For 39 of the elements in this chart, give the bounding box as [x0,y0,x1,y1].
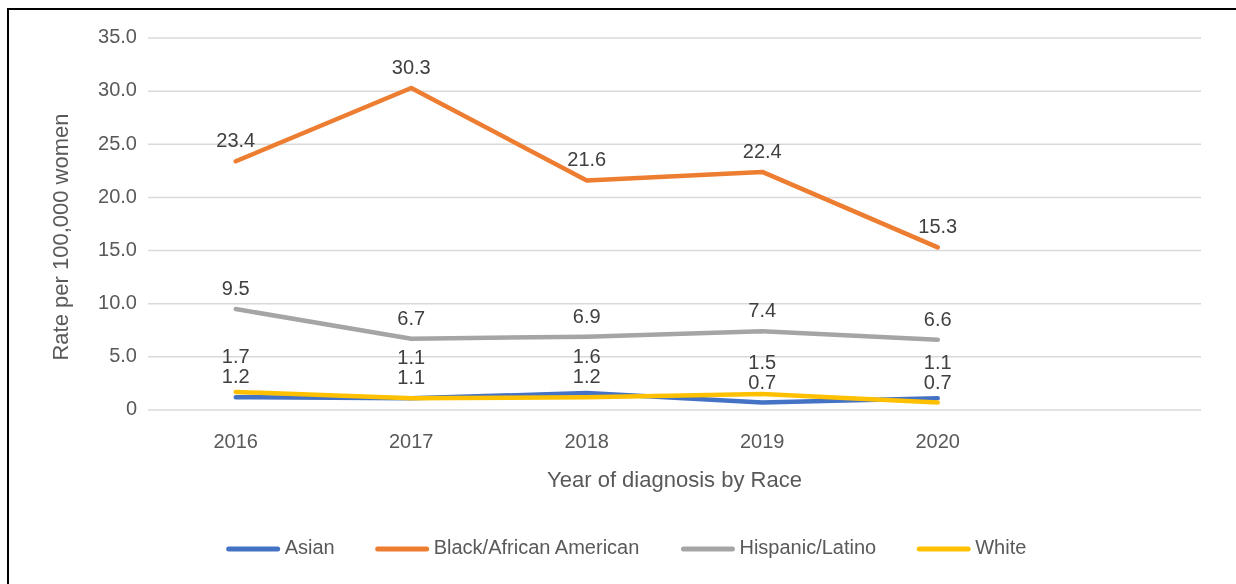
legend-label: Hispanic/Latino [739,536,877,559]
data-label: 9.5 [221,277,250,300]
data-label: 1.2 [572,365,601,388]
x-tick-label: 2019 [740,430,785,452]
data-label: 1.6 [572,345,601,368]
data-label: 15.3 [918,215,958,238]
x-tick-label: 2017 [389,430,434,452]
data-label: 1.2 [221,365,250,388]
y-tick-label: 10.0 [98,291,137,313]
legend-label: Black/African American [433,536,640,559]
x-tick-label: 2018 [564,430,609,452]
y-tick-label: 35.0 [98,25,137,48]
x-axis-title: Year of diagnosis by Race [547,467,802,492]
data-label: 0.7 [748,370,777,393]
data-label: 21.6 [567,148,607,171]
x-tick-label: 2020 [915,430,960,452]
data-label: 7.4 [748,299,777,322]
data-label: 1.1 [397,366,426,389]
y-tick-label: 30.0 [98,78,137,101]
data-label: 1.1 [923,350,952,373]
y-tick-label: 0 [125,397,137,420]
x-tick-label: 2016 [213,430,258,452]
y-axis-title: Rate per 100,000 women [48,113,73,361]
data-label: 23.4 [216,129,256,152]
y-tick-label: 20.0 [98,184,137,207]
legend-label: Asian [284,536,335,559]
y-tick-label: 5.0 [109,344,137,367]
data-label: 22.4 [742,139,782,162]
data-label: 30.3 [391,55,431,78]
data-label: 1.5 [748,350,777,373]
y-tick-label: 25.0 [98,131,137,154]
y-tick-label: 15.0 [98,237,137,260]
data-label: 6.7 [397,306,426,329]
data-label: 1.1 [397,346,426,369]
legend-label: White [975,536,1027,559]
data-label: 6.9 [572,304,601,327]
data-label: 1.7 [221,345,250,368]
data-label: 6.6 [923,307,952,330]
data-label: 0.7 [923,370,952,393]
